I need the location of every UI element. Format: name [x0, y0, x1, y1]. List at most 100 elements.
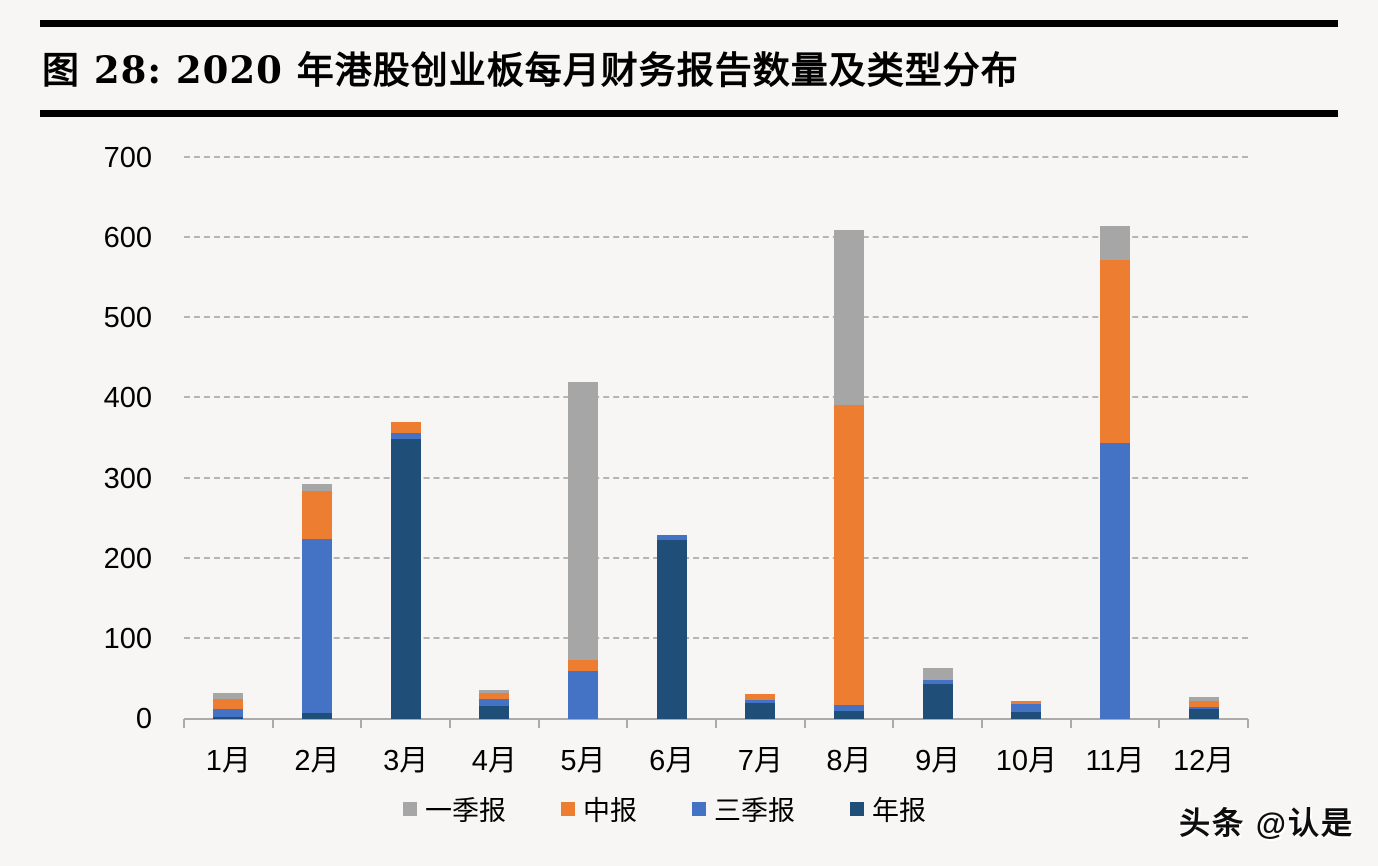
- bar-segment-12月-中报: [1188, 700, 1219, 707]
- x-axis-tick: [1247, 719, 1249, 728]
- legend-label: 三季报: [714, 796, 795, 826]
- bar-segment-10月-中报: [1011, 701, 1042, 704]
- x-axis-label-6月: 6月: [649, 745, 695, 777]
- legend-swatch-icon: [850, 801, 864, 816]
- figure-title: 图 28: 2020 年港股创业板每月财务报告数量及类型分布: [42, 48, 1019, 92]
- bar-segment-4月-年报: [479, 706, 510, 719]
- bar-segment-7月-中报: [745, 694, 776, 700]
- bar-segment-9月-一季报: [922, 667, 953, 680]
- bar-segment-8月-一季报: [834, 230, 864, 405]
- gridline-700: [184, 156, 1248, 158]
- x-axis-tick: [1158, 719, 1161, 728]
- title-bottom-rule: [40, 110, 1338, 117]
- gridline-400: [184, 396, 1248, 399]
- x-axis-label-5月: 5月: [560, 745, 606, 777]
- watermark: 头条 @认是: [1179, 806, 1354, 841]
- bar-segment-2月-一季报: [302, 484, 332, 491]
- bar-segment-12月-年报: [1188, 708, 1219, 719]
- x-axis-label-2月: 2月: [294, 745, 340, 777]
- bar-segment-1月-中报: [213, 698, 244, 709]
- bar-segment-12月-一季报: [1188, 696, 1219, 701]
- bar-segment-2月-年报: [302, 713, 332, 719]
- bar-segment-10月-三季报: [1011, 703, 1042, 712]
- bar-segment-8月-中报: [834, 404, 864, 705]
- bar-segment-1月-三季报: [213, 708, 244, 717]
- gridline-300: [184, 476, 1248, 479]
- bar-segment-1月-年报: [213, 716, 244, 719]
- x-axis-label-4月: 4月: [471, 745, 517, 777]
- legend-label: 中报: [583, 796, 637, 826]
- bar-segment-5月-中报: [568, 659, 598, 671]
- legend-item-一季报: 一季报: [403, 789, 506, 828]
- x-axis-label-9月: 9月: [915, 745, 961, 777]
- x-axis-label-10月: 10月: [995, 745, 1057, 777]
- gridline-100: [184, 636, 1248, 639]
- y-axis-tick-label: 700: [103, 142, 152, 174]
- bar-segment-3月-中报: [390, 422, 421, 433]
- legend-item-年报: 年报: [850, 789, 926, 828]
- y-axis-tick-label: 500: [103, 302, 152, 335]
- bar-segment-11月-三季报: [1100, 442, 1130, 719]
- legend-swatch-icon: [561, 801, 575, 816]
- bar-segment-11月-一季报: [1100, 226, 1130, 260]
- x-axis-tick: [981, 719, 983, 728]
- y-axis-tick-label: 300: [103, 462, 152, 495]
- bar-segment-8月-三季报: [834, 704, 864, 711]
- legend-swatch-icon: [692, 801, 706, 816]
- x-axis-tick: [537, 719, 540, 728]
- x-axis-tick: [803, 719, 806, 728]
- legend-item-三季报: 三季报: [692, 789, 795, 828]
- bar-segment-7月-年报: [745, 702, 776, 719]
- y-axis-tick-label: 600: [103, 222, 152, 255]
- y-axis: 0 100 200 300 400 500 600 700: [60, 0, 152, 866]
- x-axis-label-12月: 12月: [1173, 745, 1235, 777]
- x-axis-tick: [892, 719, 895, 728]
- bar-segment-5月-一季报: [568, 382, 598, 660]
- gridline-200: [184, 556, 1248, 559]
- gridline-600: [184, 236, 1248, 239]
- x-axis-tick: [271, 719, 274, 728]
- x-axis-label-8月: 8月: [826, 745, 872, 777]
- bar-segment-4月-一季报: [479, 690, 510, 693]
- bar-segment-3月-三季报: [390, 432, 421, 439]
- bar-segment-12月-三季报: [1188, 707, 1219, 709]
- bar-segment-10月-年报: [1011, 711, 1042, 719]
- bar-segment-7月-三季报: [745, 699, 776, 703]
- x-axis-tick: [715, 719, 717, 728]
- bar-segment-9月-三季报: [922, 679, 953, 684]
- y-axis-tick-label: 400: [103, 382, 152, 415]
- bar-segment-2月-三季报: [302, 538, 332, 714]
- bar-segment-9月-年报: [922, 683, 953, 719]
- bar-segment-1月-一季报: [213, 693, 244, 699]
- y-axis-tick-label: 0: [135, 703, 152, 735]
- x-axis-tick: [626, 719, 629, 728]
- x-axis-tick: [360, 719, 363, 728]
- x-axis-label-1月: 1月: [205, 745, 251, 777]
- bar-segment-2月-中报: [302, 490, 332, 539]
- x-axis-tick: [183, 719, 185, 728]
- bar-segment-8月-年报: [834, 711, 864, 719]
- bar-segment-11月-中报: [1100, 259, 1130, 443]
- bar-segment-3月-年报: [390, 438, 421, 719]
- bar-segment-6月-三季报: [656, 534, 687, 541]
- legend-label: 一季报: [425, 796, 506, 826]
- gridline-500: [184, 316, 1248, 319]
- x-axis-label-3月: 3月: [383, 745, 429, 777]
- x-axis-label-11月: 11月: [1085, 745, 1145, 777]
- x-axis-tick: [449, 719, 451, 728]
- bar-segment-4月-中报: [479, 692, 510, 699]
- legend-label: 年报: [872, 796, 926, 826]
- x-axis-label-7月: 7月: [737, 745, 783, 777]
- x-axis-tick: [1069, 719, 1072, 728]
- y-axis-tick-label: 100: [103, 622, 152, 655]
- chart-legend: 一季报 中报 三季报 年报: [403, 789, 926, 828]
- plot-area: [183, 156, 1249, 728]
- title-top-rule: [40, 20, 1338, 27]
- legend-swatch-icon: [403, 801, 417, 816]
- bar-segment-4月-三季报: [479, 698, 510, 707]
- bar-segment-5月-三季报: [568, 670, 598, 719]
- legend-item-中报: 中报: [561, 789, 637, 828]
- y-axis-tick-label: 200: [103, 542, 152, 575]
- bar-segment-6月-年报: [656, 540, 687, 719]
